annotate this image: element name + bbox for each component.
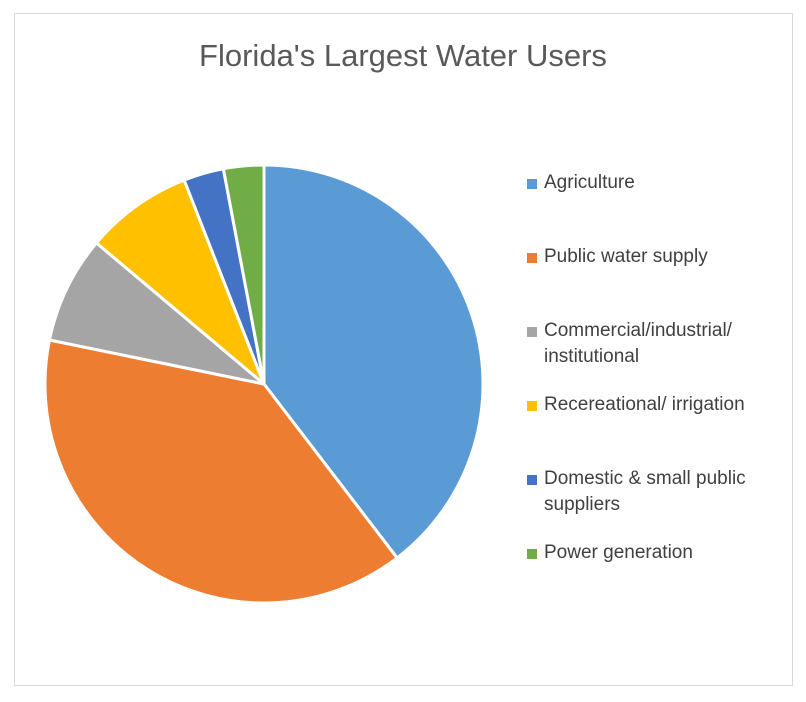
pie-slice-3	[94, 178, 266, 386]
pie-slice-5	[221, 163, 266, 386]
legend-swatch	[527, 475, 537, 485]
pie-slice-0	[262, 163, 485, 560]
legend-label: Commercial/industrial/ institutional	[544, 320, 732, 367]
legend-item: Public water supply	[527, 244, 779, 270]
legend-swatch	[527, 253, 537, 263]
pie-slice-2	[47, 241, 266, 386]
legend-label: Power generation	[544, 542, 693, 563]
legend-label: Recereational/ irrigation	[544, 394, 745, 415]
legend-label: Agriculture	[544, 172, 635, 193]
legend-item: Domestic & small public suppliers	[527, 466, 779, 518]
legend-swatch	[527, 401, 537, 411]
legend-item: Commercial/industrial/ institutional	[527, 318, 779, 370]
legend-item: Agriculture	[527, 170, 779, 196]
legend-swatch	[527, 549, 537, 559]
pie-slices	[43, 163, 485, 605]
pie-slice-1	[43, 338, 399, 605]
legend-swatch	[527, 179, 537, 189]
legend-label: Public water supply	[544, 246, 708, 267]
legend-item: Recereational/ irrigation	[527, 392, 779, 418]
legend-swatch	[527, 327, 537, 337]
chart-title: Florida's Largest Water Users	[199, 38, 607, 73]
legend-label: Domestic & small public suppliers	[544, 468, 746, 515]
legend-item: Power generation	[527, 540, 779, 566]
